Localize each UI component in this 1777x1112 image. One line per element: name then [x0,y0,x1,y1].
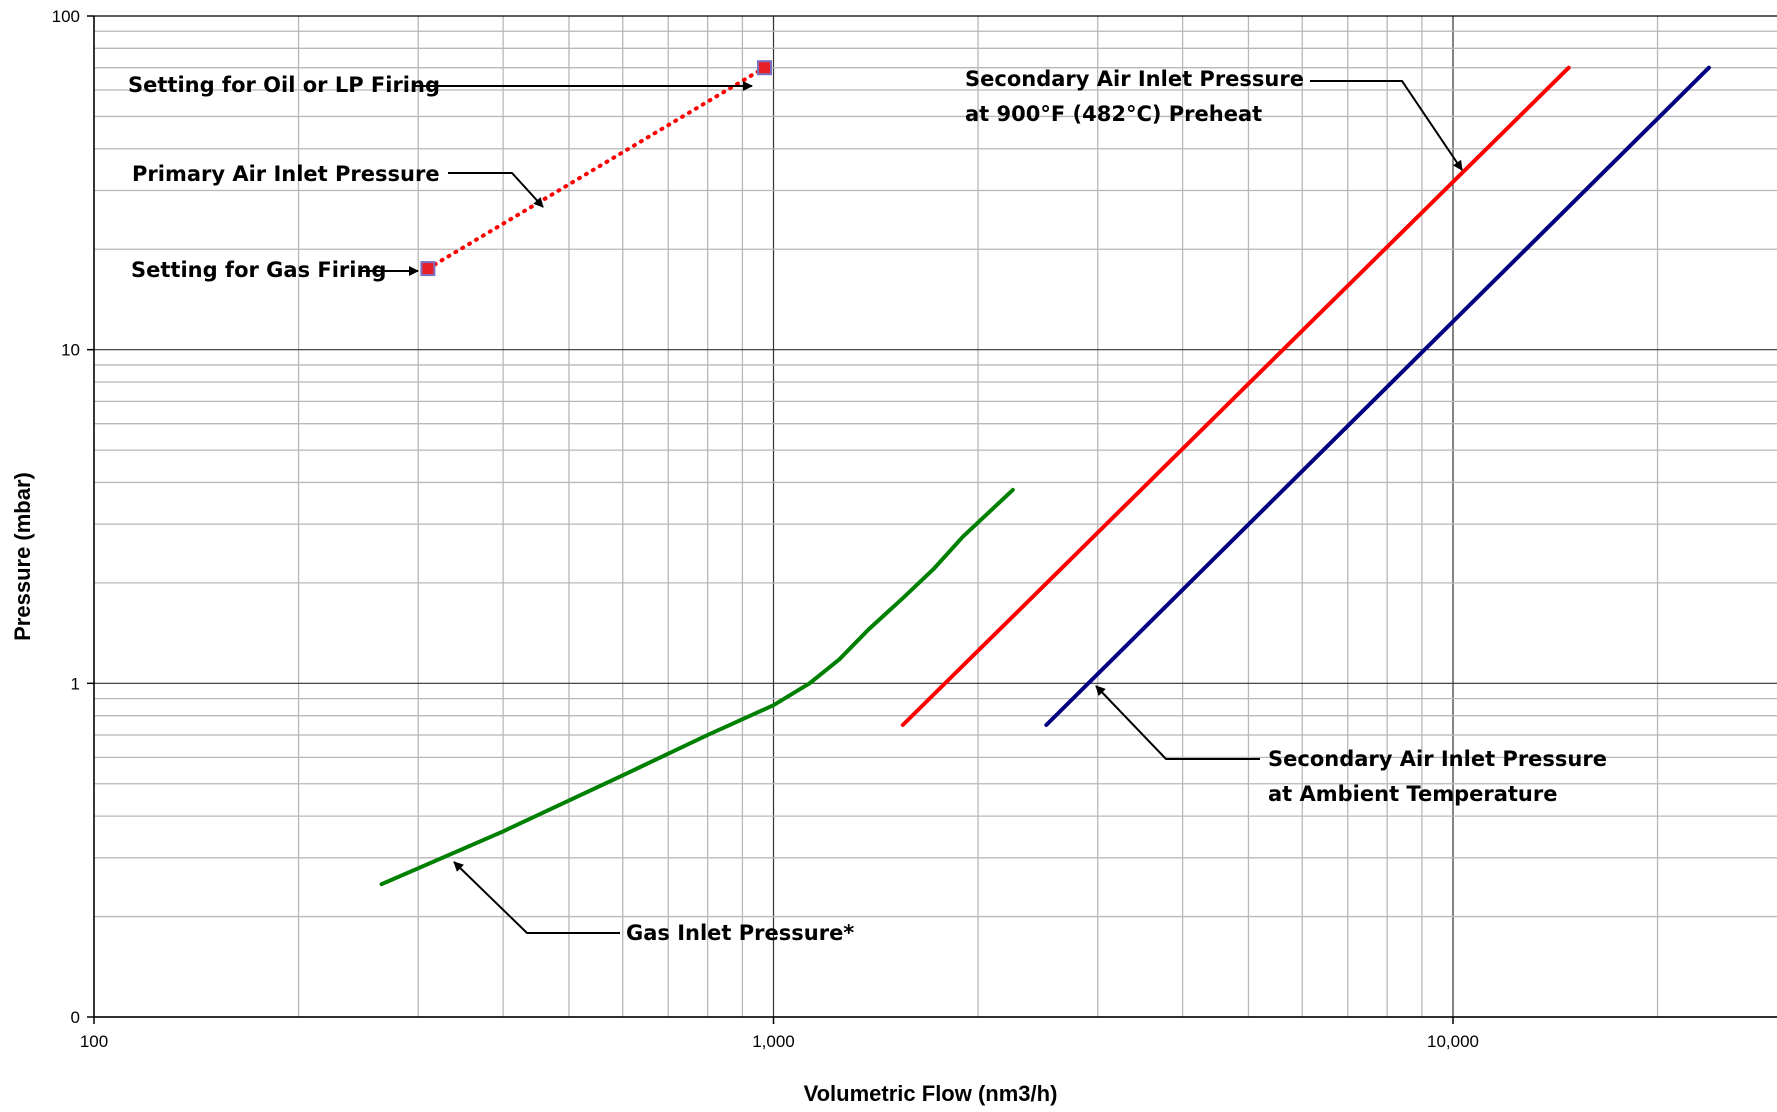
annotation-oil-lp: Setting for Oil or LP Firing [128,73,440,97]
axis-labels: 100 1,000 10,000 0 1 10 100 Volumetric Flow (nm… [10,7,1479,1106]
annotation-line: Secondary Air Inlet Pressure [965,67,1304,91]
x-tick-label: 1,000 [752,1032,795,1051]
x-tick-label: 10,000 [1427,1032,1479,1051]
annotation-primary: Primary Air Inlet Pressure [132,162,440,186]
annotation-line: Setting for Gas Firing [131,258,386,282]
annotation-line: Setting for Oil or LP Firing [128,73,440,97]
x-tick-label: 100 [80,1032,108,1051]
series-line-1 [900,65,1571,727]
annotation-gas-inlet: Gas Inlet Pressure* [626,921,854,945]
annotation-arrow-gas-inlet [453,861,620,934]
annotation-gas-firing: Setting for Gas Firing [131,258,386,282]
series-marker-0 [420,261,436,277]
series-line-3 [379,487,1015,887]
y-tick-label: 100 [52,7,80,26]
series-layer [379,60,1711,887]
y-axis-title: Pressure (mbar) [10,472,35,641]
annotation-secondary-ambient: Secondary Air Inlet Pressure at Ambient T… [1268,747,1607,806]
axes [87,15,1777,1024]
series-line-2 [1044,65,1711,727]
annotation-line: at Ambient Temperature [1268,782,1557,806]
annotation-arrow-primary [448,172,544,208]
series-line-0 [425,65,767,271]
grid [93,16,1777,1018]
annotation-line: Gas Inlet Pressure* [626,921,854,945]
annotation-line: at 900°F (482°C) Preheat [965,102,1262,126]
series-marker-0 [757,60,773,76]
annotation-line: Secondary Air Inlet Pressure [1268,747,1607,771]
y-tick-label: 0 [71,1008,80,1027]
x-axis-title: Volumetric Flow (nm3/h) [804,1081,1058,1106]
y-tick-label: 1 [71,674,80,693]
annotations: Setting for Oil or LP Firing Primary Air … [128,67,1607,945]
y-tick-label: 10 [61,341,80,360]
annotation-secondary-preheat: Secondary Air Inlet Pressure at 900°F (48… [965,67,1304,126]
annotation-line: Primary Air Inlet Pressure [132,162,440,186]
annotation-arrow-secondary-preheat [1310,80,1463,171]
annotation-arrow-secondary-ambient [1095,685,1260,760]
